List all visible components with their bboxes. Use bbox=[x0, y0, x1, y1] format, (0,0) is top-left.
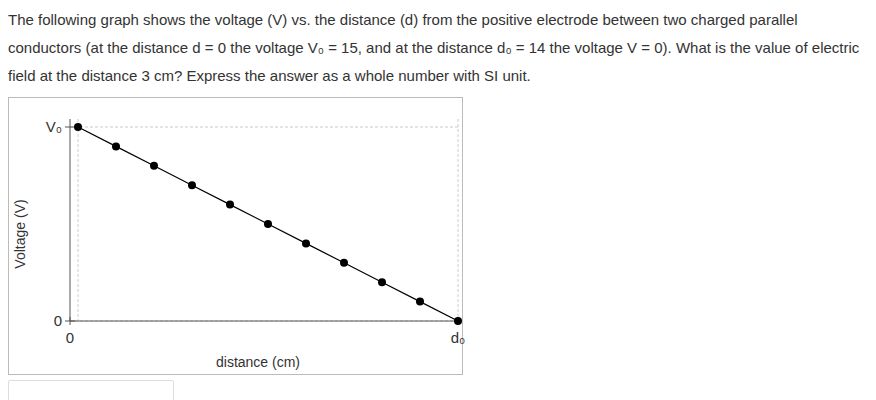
data-point bbox=[454, 317, 462, 325]
data-point bbox=[74, 123, 82, 131]
answer-box[interactable] bbox=[8, 380, 174, 400]
x-grid-line bbox=[458, 119, 459, 321]
x-tick-label: d₀ bbox=[451, 329, 466, 346]
y-grid-line bbox=[70, 127, 460, 128]
y-grid-line bbox=[70, 321, 460, 322]
question-text: The following graph shows the voltage (V… bbox=[8, 6, 872, 90]
data-point bbox=[226, 201, 234, 209]
chart-frame bbox=[8, 97, 463, 375]
x-axis bbox=[70, 321, 460, 322]
data-point bbox=[150, 162, 158, 170]
data-point bbox=[112, 142, 120, 150]
x-tick bbox=[70, 317, 71, 325]
y-axis bbox=[70, 119, 71, 321]
data-line bbox=[78, 127, 458, 321]
plot-area bbox=[74, 123, 462, 325]
x-tick-label: 0 bbox=[66, 329, 74, 346]
data-point bbox=[416, 298, 424, 306]
x-axis-label: distance (cm) bbox=[216, 354, 300, 370]
data-point bbox=[264, 220, 272, 228]
y-tick bbox=[65, 127, 75, 128]
y-tick-label: 0 bbox=[54, 312, 62, 329]
data-point bbox=[302, 239, 310, 247]
y-tick-label: V₀ bbox=[46, 118, 62, 135]
x-grid-line bbox=[78, 119, 79, 321]
data-point bbox=[378, 278, 386, 286]
data-point bbox=[340, 259, 348, 267]
chart: 0 V₀ 0 d₀ distance (cm) Voltage (V) bbox=[0, 0, 876, 400]
data-point bbox=[188, 181, 196, 189]
y-axis-label: Voltage (V) bbox=[12, 199, 28, 268]
